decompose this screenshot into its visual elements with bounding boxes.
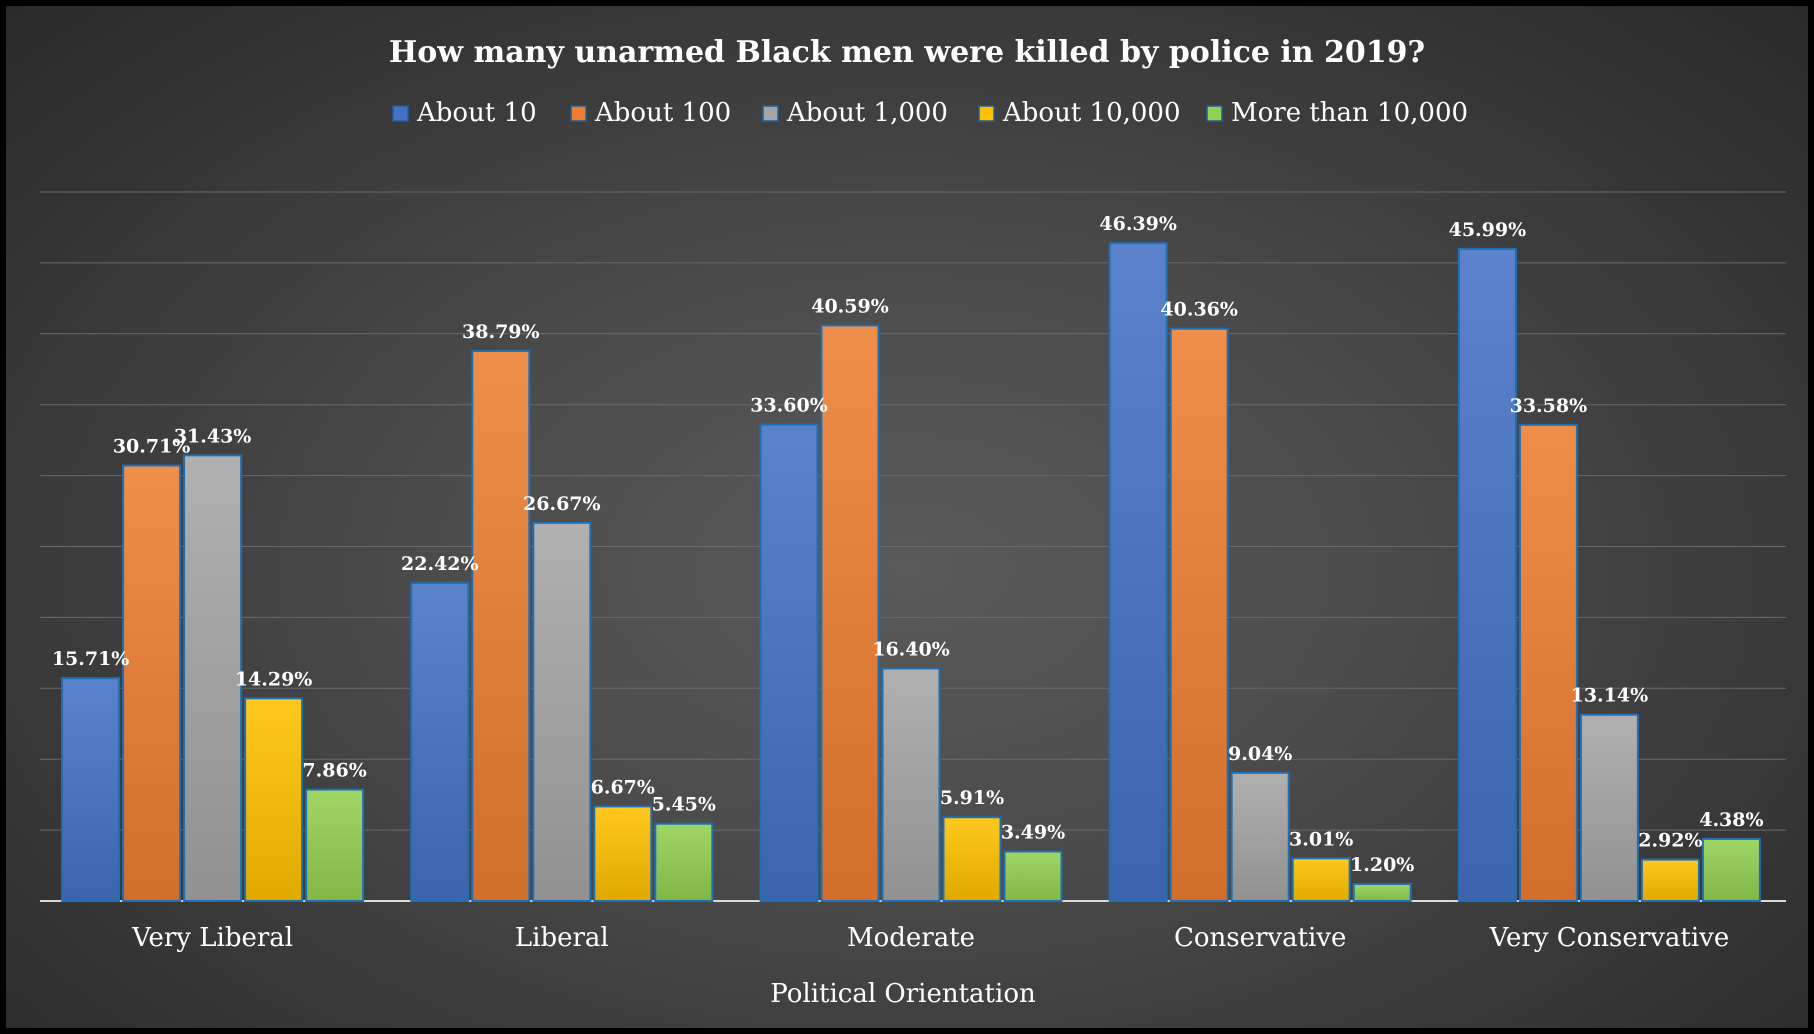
bar-liberal-about-100 bbox=[471, 349, 531, 902]
bar-very-liberal-more-than-10-000 bbox=[305, 788, 365, 903]
data-label-conservative-about-10: 46.39% bbox=[1099, 213, 1177, 235]
data-label-very-liberal-about-100: 30.71% bbox=[113, 436, 191, 458]
data-label-very-liberal-about-10-000: 14.29% bbox=[235, 668, 313, 690]
data-label-very-conservative-about-10: 45.99% bbox=[1449, 219, 1527, 241]
legend-swatch bbox=[392, 105, 409, 122]
bar-moderate-about-1-000 bbox=[881, 667, 941, 902]
bar-liberal-about-10-000 bbox=[593, 805, 653, 902]
data-label-liberal-more-than-10-000: 5.45% bbox=[652, 794, 716, 816]
bar-conservative-about-10-000 bbox=[1291, 857, 1351, 902]
legend: About 10 About 100 About 1,000 About 10,000… bbox=[392, 98, 1468, 128]
legend-swatch bbox=[978, 105, 995, 122]
data-label-very-conservative-more-than-10-000: 4.38% bbox=[1699, 809, 1763, 831]
legend-swatch bbox=[1206, 105, 1223, 122]
legend-label: About 10,000 bbox=[1002, 98, 1181, 128]
data-label-liberal-about-10: 22.42% bbox=[401, 553, 479, 575]
bar-moderate-more-than-10-000 bbox=[1003, 850, 1063, 902]
bar-very-liberal-about-1-000 bbox=[183, 454, 243, 902]
bar-very-liberal-about-10-000 bbox=[244, 697, 304, 902]
category-labels: Very Liberal Liberal Moderate Conservative V… bbox=[131, 923, 1729, 953]
data-label-very-liberal-about-1-000: 31.43% bbox=[174, 425, 252, 447]
data-label-liberal-about-1-000: 26.67% bbox=[523, 493, 601, 515]
legend-label: More than 10,000 bbox=[1231, 98, 1468, 128]
bar-very-conservative-about-10 bbox=[1457, 247, 1517, 902]
data-label-moderate-about-10-000: 5.91% bbox=[940, 787, 1004, 809]
bar-liberal-about-1-000 bbox=[532, 521, 592, 902]
bar-very-liberal-about-10 bbox=[61, 677, 121, 902]
bar-conservative-about-100 bbox=[1169, 327, 1229, 902]
bar-conservative-about-1-000 bbox=[1230, 771, 1290, 902]
data-label-very-liberal-about-10: 15.71% bbox=[52, 648, 130, 670]
data-label-conservative-about-100: 40.36% bbox=[1160, 299, 1238, 321]
bar-very-liberal-about-100 bbox=[122, 464, 182, 902]
bar-conservative-more-than-10-000 bbox=[1352, 882, 1412, 903]
legend-item-about-100: About 100 bbox=[570, 98, 731, 128]
bar-moderate-about-100 bbox=[820, 324, 880, 903]
legend-item-about-10: About 10 bbox=[392, 98, 537, 128]
legend-item-more-than-10-000: More than 10,000 bbox=[1206, 98, 1468, 128]
legend-item-about-10-000: About 10,000 bbox=[978, 98, 1181, 128]
category-label-liberal: Liberal bbox=[515, 923, 609, 953]
data-labels: 15.71% 30.71%31.43% 14.29% 7.86% 22.42% 38.79… bbox=[52, 213, 1764, 876]
legend-label: About 1,000 bbox=[786, 98, 948, 128]
data-label-very-conservative-about-100: 33.58% bbox=[1510, 395, 1588, 417]
chart-title: How many unarmed Black men were killed b… bbox=[389, 35, 1425, 70]
bar-moderate-about-10-000 bbox=[942, 816, 1002, 903]
data-label-moderate-about-10: 33.60% bbox=[750, 395, 828, 417]
data-label-liberal-about-10-000: 6.67% bbox=[591, 776, 655, 798]
bar-very-conservative-about-100 bbox=[1518, 423, 1578, 902]
data-label-very-conservative-about-1-000: 13.14% bbox=[1571, 685, 1649, 707]
bar-liberal-about-10 bbox=[410, 582, 470, 902]
data-label-moderate-about-1-000: 16.40% bbox=[872, 638, 950, 660]
data-label-liberal-about-100: 38.79% bbox=[462, 321, 540, 343]
legend-swatch bbox=[762, 105, 779, 122]
category-label-moderate: Moderate bbox=[847, 923, 975, 953]
legend-label: About 10 bbox=[416, 98, 537, 128]
data-label-moderate-about-100: 40.59% bbox=[811, 295, 889, 317]
data-label-very-conservative-about-10-000: 2.92% bbox=[1638, 830, 1702, 852]
bar-liberal-more-than-10-000 bbox=[654, 822, 714, 902]
x-axis-title: Political Orientation bbox=[770, 979, 1036, 1009]
bar-moderate-about-10 bbox=[759, 423, 819, 902]
bar-very-conservative-about-1-000 bbox=[1579, 713, 1639, 902]
bars bbox=[61, 242, 1761, 903]
legend-item-about-1-000: About 1,000 bbox=[762, 98, 948, 128]
data-label-very-liberal-more-than-10-000: 7.86% bbox=[302, 760, 366, 782]
data-label-moderate-more-than-10-000: 3.49% bbox=[1001, 822, 1065, 844]
category-label-very-conservative: Very Conservative bbox=[1489, 923, 1730, 953]
data-label-conservative-about-1-000: 9.04% bbox=[1228, 743, 1292, 765]
legend-swatch bbox=[570, 105, 587, 122]
legend-label: About 100 bbox=[594, 98, 731, 128]
bar-very-conservative-more-than-10-000 bbox=[1701, 837, 1761, 902]
data-label-conservative-about-10-000: 3.01% bbox=[1289, 828, 1353, 850]
category-label-very-liberal: Very Liberal bbox=[131, 923, 293, 953]
category-label-conservative: Conservative bbox=[1174, 923, 1346, 953]
bar-conservative-about-10 bbox=[1108, 242, 1168, 902]
data-label-conservative-more-than-10-000: 1.20% bbox=[1350, 854, 1414, 876]
bar-very-conservative-about-10-000 bbox=[1640, 858, 1700, 903]
